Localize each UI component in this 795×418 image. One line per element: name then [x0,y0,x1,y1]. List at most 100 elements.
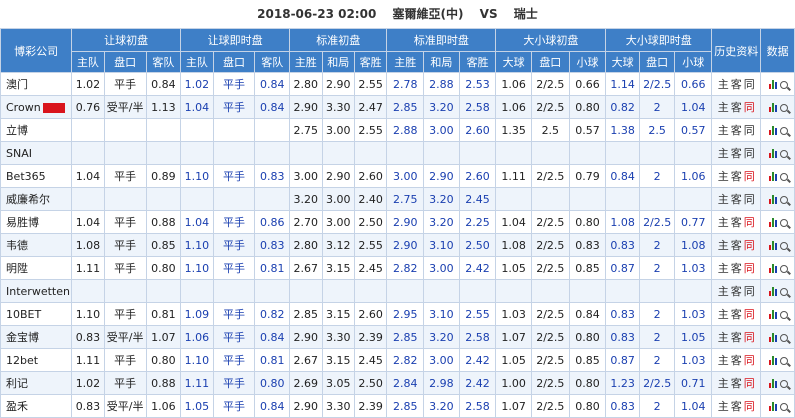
company-name[interactable]: 立博 [6,124,28,137]
history-link-away[interactable]: 客 [730,239,742,252]
search-icon[interactable] [780,356,789,365]
company-cell[interactable]: 10BET [0,302,73,326]
bar-chart-icon[interactable] [769,172,778,181]
bar-chart-icon[interactable] [769,310,778,319]
company-name[interactable]: 澳门 [6,78,28,91]
bar-chart-icon[interactable] [769,218,778,227]
bar-chart-icon[interactable] [769,103,778,112]
company-cell[interactable]: 明陞 [0,256,73,280]
history-link-same[interactable]: 同 [743,147,755,160]
company-name[interactable]: 金宝博 [6,331,39,344]
history-link-same[interactable]: 同 [743,239,755,252]
bar-chart-icon[interactable] [769,195,778,204]
search-icon[interactable] [780,195,789,204]
company-cell[interactable]: 盈禾 [0,394,73,418]
history-link-same[interactable]: 同 [743,400,755,413]
company-name[interactable]: 利记 [6,377,28,390]
search-icon[interactable] [780,149,789,158]
company-cell[interactable]: SNAI [0,141,73,165]
history-link-away[interactable]: 客 [730,101,742,114]
company-cell[interactable]: Bet365 [0,164,73,188]
history-link-same[interactable]: 同 [743,216,755,229]
search-icon[interactable] [780,103,789,112]
away-team[interactable]: 瑞士 [513,7,538,21]
bar-chart-icon[interactable] [769,80,778,89]
history-link-same[interactable]: 同 [743,262,755,275]
history-link-away[interactable]: 客 [730,285,742,298]
history-link-home[interactable]: 主 [717,377,729,390]
history-link-home[interactable]: 主 [717,193,729,206]
history-link-home[interactable]: 主 [717,262,729,275]
bar-chart-icon[interactable] [769,402,778,411]
history-link-home[interactable]: 主 [717,285,729,298]
history-link-home[interactable]: 主 [717,354,729,367]
history-link-home[interactable]: 主 [717,400,729,413]
company-name[interactable]: 明陞 [6,262,28,275]
search-icon[interactable] [780,218,789,227]
history-link-away[interactable]: 客 [730,377,742,390]
company-cell[interactable]: 立博 [0,118,73,142]
history-link-away[interactable]: 客 [730,170,742,183]
history-link-away[interactable]: 客 [730,193,742,206]
company-name[interactable]: 12bet [6,353,39,367]
company-name[interactable]: Bet365 [6,169,46,183]
history-link-home[interactable]: 主 [717,78,729,91]
history-link-same[interactable]: 同 [743,193,755,206]
history-link-away[interactable]: 客 [730,124,742,137]
company-cell[interactable]: 易胜博 [0,210,73,234]
company-cell[interactable]: 金宝博 [0,325,73,349]
bar-chart-icon[interactable] [769,287,778,296]
history-link-away[interactable]: 客 [730,216,742,229]
history-link-away[interactable]: 客 [730,308,742,321]
bar-chart-icon[interactable] [769,264,778,273]
search-icon[interactable] [780,402,789,411]
history-link-same[interactable]: 同 [743,101,755,114]
history-link-same[interactable]: 同 [743,78,755,91]
history-link-same[interactable]: 同 [743,377,755,390]
search-icon[interactable] [780,126,789,135]
history-link-home[interactable]: 主 [717,331,729,344]
history-link-home[interactable]: 主 [717,308,729,321]
company-name[interactable]: Interwetten [6,284,70,298]
search-icon[interactable] [780,287,789,296]
company-name[interactable]: 10BET [6,307,42,321]
bar-chart-icon[interactable] [769,379,778,388]
search-icon[interactable] [780,80,789,89]
company-name[interactable]: 盈禾 [6,400,28,413]
history-link-same[interactable]: 同 [743,308,755,321]
history-link-away[interactable]: 客 [730,147,742,160]
search-icon[interactable] [780,172,789,181]
history-link-home[interactable]: 主 [717,170,729,183]
history-link-same[interactable]: 同 [743,354,755,367]
history-link-away[interactable]: 客 [730,262,742,275]
company-cell[interactable]: Interwetten [0,279,73,303]
history-link-same[interactable]: 同 [743,124,755,137]
company-name[interactable]: Crown [6,100,41,114]
company-name[interactable]: SNAI [6,146,32,160]
history-link-same[interactable]: 同 [743,285,755,298]
company-cell[interactable]: Crown [0,95,73,119]
history-link-same[interactable]: 同 [743,331,755,344]
company-cell[interactable]: 12bet [0,348,73,372]
company-cell[interactable]: 威廉希尔 [0,187,73,211]
history-link-home[interactable]: 主 [717,147,729,160]
bar-chart-icon[interactable] [769,126,778,135]
search-icon[interactable] [780,333,789,342]
history-link-same[interactable]: 同 [743,170,755,183]
search-icon[interactable] [780,310,789,319]
search-icon[interactable] [780,264,789,273]
search-icon[interactable] [780,379,789,388]
bar-chart-icon[interactable] [769,149,778,158]
company-name[interactable]: 威廉希尔 [6,193,50,206]
company-cell[interactable]: 利记 [0,371,73,395]
bar-chart-icon[interactable] [769,241,778,250]
history-link-home[interactable]: 主 [717,101,729,114]
history-link-home[interactable]: 主 [717,216,729,229]
history-link-home[interactable]: 主 [717,124,729,137]
search-icon[interactable] [780,241,789,250]
company-cell[interactable]: 澳门 [0,72,73,96]
history-link-away[interactable]: 客 [730,331,742,344]
history-link-away[interactable]: 客 [730,400,742,413]
history-link-away[interactable]: 客 [730,78,742,91]
company-name[interactable]: 韦德 [6,239,28,252]
